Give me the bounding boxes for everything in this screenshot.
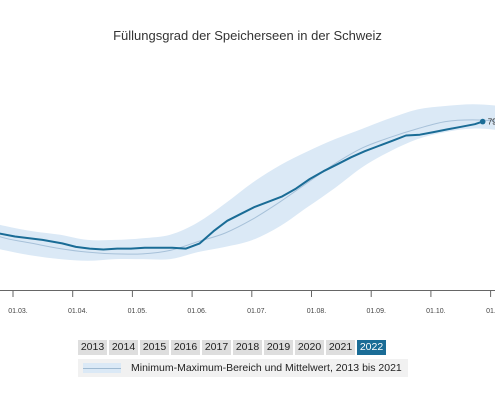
x-tick-label: 01.05. — [128, 308, 148, 315]
year-button-2017[interactable]: 2017 — [202, 340, 231, 355]
x-tick-label: 01.09. — [366, 308, 386, 315]
year-button-2021[interactable]: 2021 — [326, 340, 355, 355]
x-tick-label: 01.03. — [8, 308, 28, 315]
year-selector: 2013 2014 2015 2016 2017 2018 2019 2020 2021 2022 — [78, 340, 386, 355]
series-end-marker — [479, 118, 486, 125]
year-button-2014[interactable]: 2014 — [109, 340, 138, 355]
legend-label: Minimum-Maximum-Bereich und Mittelwert, … — [131, 362, 402, 374]
x-tick-label: 01.07. — [247, 308, 267, 315]
series-line-2022 — [0, 120, 484, 251]
min-max-band — [0, 104, 495, 261]
x-tick-label: 01.08. — [307, 308, 327, 315]
mean-line — [0, 119, 495, 255]
legend-band-swatch — [83, 363, 121, 373]
year-button-2022[interactable]: 2022 — [357, 340, 386, 355]
chart-plot: 79 % 01.03. 01.04. 01.05. 01.06. 01.07. 01.08… — [0, 104, 495, 315]
mean-line-layer — [0, 119, 495, 255]
x-tick-label: 01.10. — [426, 308, 446, 315]
chart-title: Füllungsgrad der Speicherseen in der Sch… — [113, 28, 382, 43]
year-button-2016[interactable]: 2016 — [171, 340, 200, 355]
year-button-2019[interactable]: 2019 — [264, 340, 293, 355]
x-axis-layer: 01.03. 01.04. 01.05. 01.06. 01.07. 01.08. 01.0… — [8, 291, 495, 315]
year-button-2018[interactable]: 2018 — [233, 340, 262, 355]
year-button-2015[interactable]: 2015 — [140, 340, 169, 355]
x-tick-label: 01.11. — [486, 308, 495, 315]
series-end-label: 79 % — [488, 118, 495, 127]
year-button-2020[interactable]: 2020 — [295, 340, 324, 355]
year-button-2013[interactable]: 2013 — [78, 340, 107, 355]
series-line-layer: 79 % — [0, 118, 495, 251]
range-band-layer — [0, 104, 495, 261]
x-tick-label: 01.06. — [187, 308, 207, 315]
legend: Minimum-Maximum-Bereich und Mittelwert, … — [78, 359, 408, 377]
x-tick-label: 01.04. — [68, 308, 88, 315]
